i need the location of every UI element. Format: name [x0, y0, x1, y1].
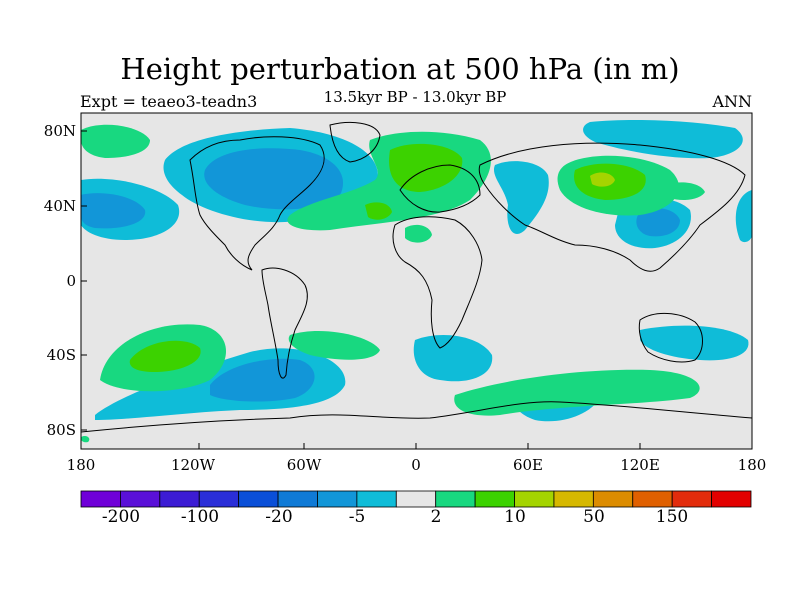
colorbar-swatch	[592, 490, 634, 508]
colorbar-swatch	[277, 490, 318, 508]
coastline-australia	[638, 313, 703, 363]
lat-tick-label: 40S	[46, 346, 76, 364]
experiment-label: Expt = teaeo3-teadn3	[80, 92, 258, 111]
contour-pos-indian	[405, 224, 432, 243]
contour-neg-central-asia	[493, 161, 549, 234]
colorbar-swatch	[671, 490, 712, 508]
contour-pos-atlantic-small	[365, 202, 392, 220]
contour-pos-arctic	[81, 124, 150, 158]
lat-tick-label: 80S	[46, 421, 76, 439]
colorbar-swatch	[632, 490, 673, 508]
contour-pos-south-pacific-core	[129, 340, 201, 372]
colorbar-label: 2	[430, 507, 442, 527]
contour-neg-south-indian	[413, 335, 493, 382]
contour-neg-south-atlantic-core	[210, 358, 315, 402]
lon-tick-label: 0	[411, 456, 421, 474]
colorbar-label: 150	[655, 507, 689, 527]
colorbar-label: -5	[348, 507, 366, 527]
axis-ticks	[81, 130, 641, 449]
colorbar-swatch	[553, 490, 594, 508]
season-label: ANN	[712, 92, 752, 111]
colorbar-label: 50	[583, 507, 605, 527]
map-plot	[81, 113, 752, 449]
chart-subtitle: 13.5kyr BP - 13.0kyr BP	[323, 88, 507, 106]
contour-pos-south-atlantic	[288, 330, 380, 360]
lat-tick-label: 0	[66, 272, 76, 290]
contour-neg-east-asia-core	[636, 208, 680, 237]
colorbar-label: -200	[101, 507, 141, 527]
colorbar-label: -100	[180, 507, 220, 527]
lon-tick-label: 120E	[620, 456, 660, 474]
colorbar-swatch	[356, 490, 397, 508]
contour-pos-europe-core	[389, 143, 463, 192]
colorbar	[80, 490, 752, 508]
contour-neg-north-pacific-core	[81, 193, 146, 229]
colorbar-swatch	[198, 490, 240, 508]
contour-neg-south-pacific	[640, 325, 749, 361]
lon-tick-label: 120W	[170, 456, 216, 474]
chart-title: Height perturbation at 500 hPa (in m)	[120, 52, 680, 86]
coastline-south-america	[261, 267, 308, 379]
colorbar-label: -20	[265, 507, 293, 527]
coastline-greenland	[329, 122, 381, 163]
lat-tick-label: 40N	[43, 197, 76, 215]
coastline-africa	[392, 216, 483, 349]
lon-tick-label: 60W	[286, 456, 322, 474]
colorbar-swatch	[80, 490, 121, 508]
contour-pos-pacific-small	[665, 182, 705, 200]
colorbar-swatch	[317, 490, 358, 508]
colorbar-swatch	[711, 490, 752, 508]
contour-pos-far-south	[81, 435, 90, 443]
contour-pos-central-asia-peak	[590, 172, 615, 187]
colorbar-swatch	[514, 490, 555, 508]
coastline-antarctica	[81, 401, 752, 433]
colorbar-swatch	[120, 490, 161, 508]
contour-neg-north-america-core	[204, 148, 344, 210]
lon-tick-label: 180	[66, 456, 96, 474]
colorbar-swatch	[474, 490, 515, 508]
lon-tick-label: 60E	[512, 456, 544, 474]
lon-tick-label: 180	[737, 456, 767, 474]
coastline-europe	[399, 164, 481, 213]
colorbar-swatch	[238, 490, 279, 508]
lat-tick-label: 80N	[43, 122, 76, 140]
contour-neg-east-edge	[735, 190, 752, 243]
colorbar-swatch	[395, 490, 437, 508]
colorbar-swatch	[435, 490, 476, 508]
colorbar-swatch	[159, 490, 200, 508]
colorbar-label: 10	[504, 507, 526, 527]
coastlines	[81, 122, 752, 433]
coastline-north-america	[189, 136, 325, 271]
coastline-asia	[478, 142, 746, 272]
contour-neg-arctic	[583, 120, 743, 159]
